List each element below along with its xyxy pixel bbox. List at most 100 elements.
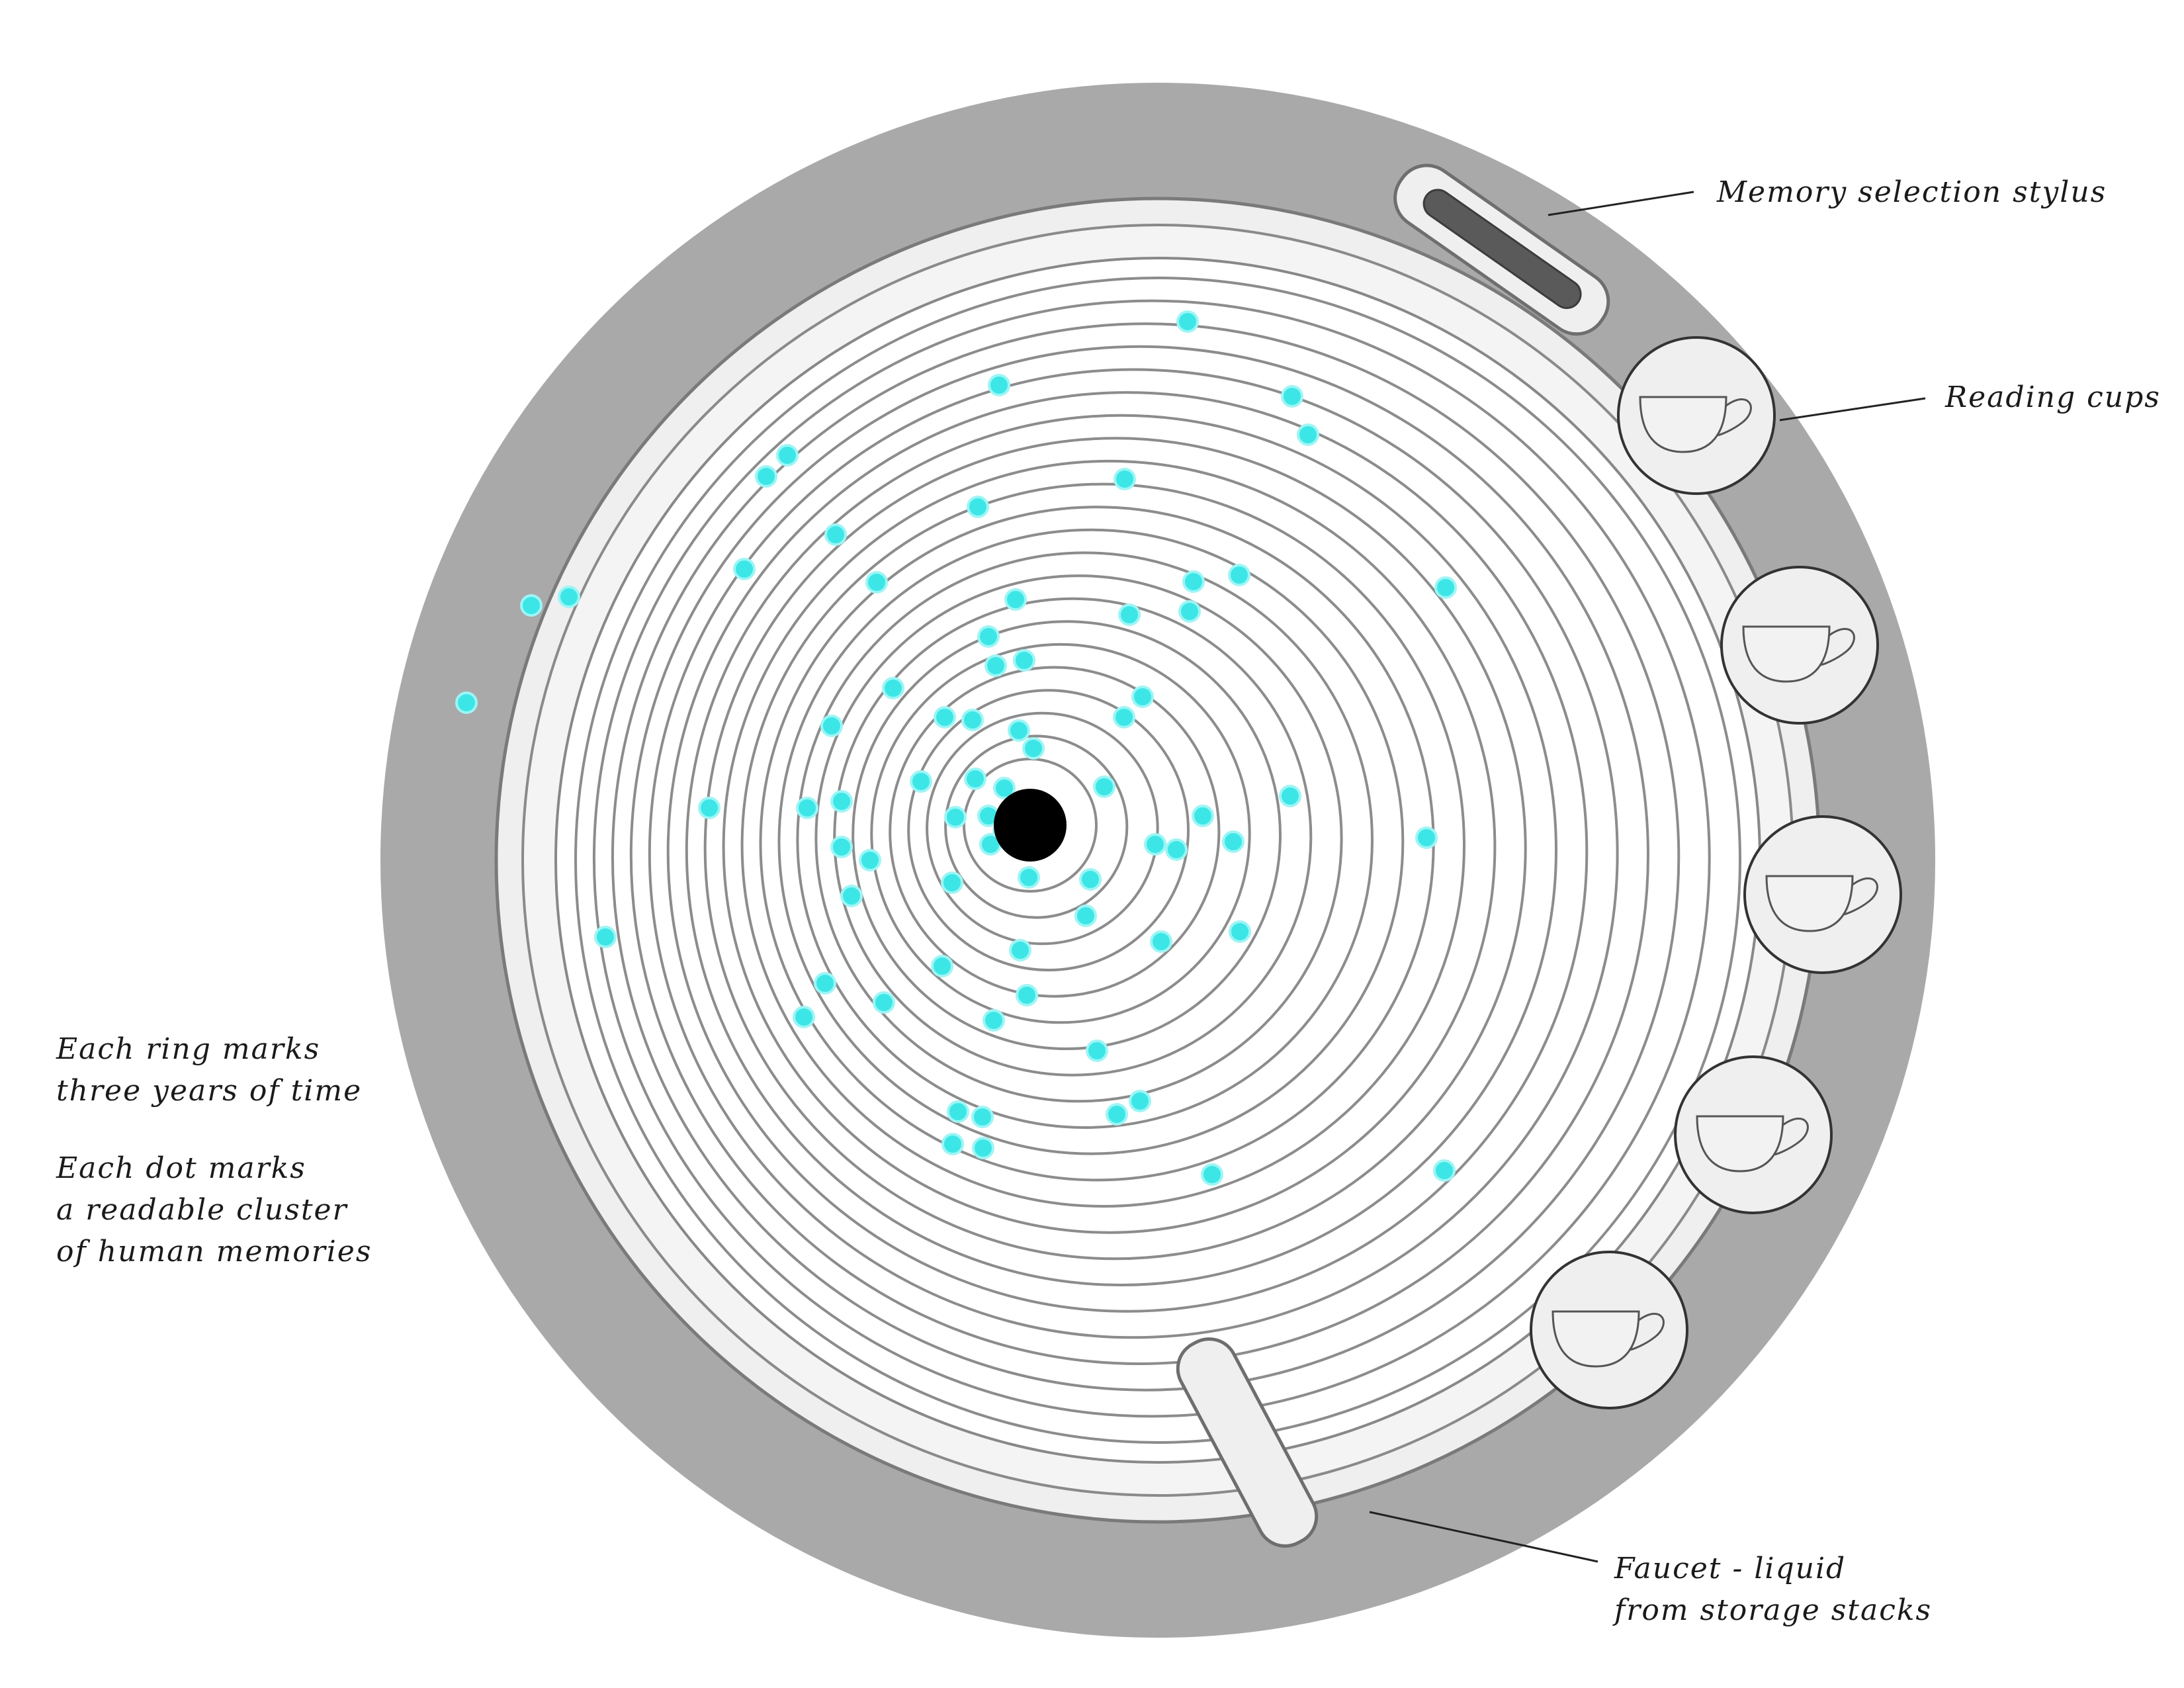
memory-dot[interactable] bbox=[882, 677, 904, 699]
reading-cup[interactable] bbox=[1674, 1055, 1833, 1214]
memory-dot[interactable] bbox=[1074, 905, 1097, 927]
memory-dot[interactable] bbox=[1228, 564, 1250, 586]
memory-dot[interactable] bbox=[1118, 603, 1141, 626]
memory-dot[interactable] bbox=[988, 374, 1010, 396]
memory-dot[interactable] bbox=[859, 849, 881, 871]
time-ring bbox=[889, 666, 1221, 998]
memory-dot[interactable] bbox=[840, 885, 863, 907]
memory-dot[interactable] bbox=[1178, 600, 1201, 623]
memory-dot[interactable] bbox=[977, 625, 1000, 648]
memory-dot[interactable] bbox=[1086, 1040, 1108, 1062]
memory-dot[interactable] bbox=[941, 871, 963, 894]
memory-dot[interactable] bbox=[814, 972, 836, 995]
memory-selection-stylus[interactable] bbox=[1383, 154, 1620, 345]
memory-dot[interactable] bbox=[944, 806, 967, 828]
time-ring bbox=[907, 689, 1190, 971]
memory-dot[interactable] bbox=[964, 768, 986, 790]
time-ring bbox=[740, 482, 1466, 1208]
teacup-handle-icon bbox=[1716, 398, 1752, 437]
memory-dot[interactable] bbox=[1415, 826, 1438, 849]
memory-dot[interactable] bbox=[947, 1100, 969, 1123]
memory-dot[interactable] bbox=[1144, 833, 1166, 856]
time-ring bbox=[685, 414, 1557, 1286]
memory-dot[interactable] bbox=[796, 797, 818, 819]
teacup-icon bbox=[1742, 625, 1831, 683]
memory-dot[interactable] bbox=[698, 797, 721, 819]
memory-dot[interactable] bbox=[1079, 868, 1102, 891]
memory-dot[interactable] bbox=[961, 709, 984, 731]
stylus-label: Memory selection stylus bbox=[1716, 175, 2107, 209]
time-ring bbox=[611, 322, 1681, 1392]
memory-dot[interactable] bbox=[1434, 576, 1457, 599]
memory-dot[interactable] bbox=[793, 1006, 815, 1028]
memory-dot[interactable] bbox=[934, 706, 956, 729]
memory-dot[interactable] bbox=[1114, 468, 1136, 490]
memory-dot[interactable] bbox=[941, 1133, 964, 1155]
memory-dot[interactable] bbox=[1222, 830, 1245, 853]
time-ring bbox=[666, 391, 1589, 1313]
memory-dot[interactable] bbox=[1281, 385, 1303, 408]
teacup-icon bbox=[1639, 396, 1727, 453]
reading-cup[interactable] bbox=[1720, 566, 1879, 725]
memory-dots[interactable] bbox=[455, 310, 1457, 1186]
memory-dot[interactable] bbox=[455, 691, 478, 714]
cups-leader-line bbox=[1779, 397, 1926, 422]
memory-dot[interactable] bbox=[865, 571, 888, 594]
memory-dot[interactable] bbox=[1182, 570, 1205, 593]
memory-dot[interactable] bbox=[1192, 805, 1214, 827]
memory-dot[interactable] bbox=[972, 1137, 994, 1159]
memory-dot[interactable] bbox=[1013, 649, 1035, 672]
memory-dot[interactable] bbox=[830, 836, 853, 858]
cups-label: Reading cups bbox=[1944, 380, 2161, 414]
memory-dot[interactable] bbox=[1022, 737, 1045, 760]
memory-dot[interactable] bbox=[755, 465, 777, 488]
teacup-handle-icon bbox=[1842, 877, 1878, 916]
memory-dot[interactable] bbox=[1433, 1159, 1456, 1182]
memory-dot[interactable] bbox=[1009, 939, 1031, 961]
time-ring bbox=[944, 734, 1129, 919]
memory-dot[interactable] bbox=[830, 790, 853, 813]
memory-dot[interactable] bbox=[1176, 310, 1199, 333]
memory-dot[interactable] bbox=[776, 444, 799, 466]
reading-cup[interactable] bbox=[1530, 1251, 1688, 1409]
memory-dot[interactable] bbox=[1008, 719, 1030, 742]
memory-dot[interactable] bbox=[1113, 706, 1135, 729]
reading-cup[interactable] bbox=[1743, 815, 1902, 974]
memory-dot[interactable] bbox=[1201, 1163, 1223, 1186]
teacup-handle-icon bbox=[1772, 1118, 1809, 1156]
memory-dot[interactable] bbox=[910, 770, 932, 793]
memory-dot[interactable] bbox=[1018, 866, 1040, 889]
memory-dot[interactable] bbox=[594, 926, 617, 948]
memory-dot[interactable] bbox=[824, 523, 847, 546]
memory-dot[interactable] bbox=[1093, 776, 1115, 798]
memory-dot[interactable] bbox=[971, 1106, 994, 1128]
memory-dot[interactable] bbox=[983, 1009, 1005, 1032]
memory-dot[interactable] bbox=[520, 594, 543, 617]
memory-dot[interactable] bbox=[1150, 930, 1172, 953]
memory-dot[interactable] bbox=[1131, 686, 1154, 708]
memory-dot[interactable] bbox=[1106, 1103, 1128, 1126]
memory-dot[interactable] bbox=[873, 991, 895, 1014]
memory-dot[interactable] bbox=[558, 586, 580, 608]
reading-cups[interactable] bbox=[1530, 336, 1902, 1409]
faucet[interactable] bbox=[1168, 1329, 1326, 1556]
time-ring bbox=[722, 459, 1497, 1234]
time-ring bbox=[870, 643, 1251, 1024]
memory-dot[interactable] bbox=[984, 654, 1007, 677]
memory-dot[interactable] bbox=[931, 955, 953, 977]
memory-dot[interactable] bbox=[1004, 588, 1027, 611]
stylus-slot bbox=[1422, 189, 1582, 309]
memory-dot[interactable] bbox=[967, 496, 989, 518]
memory-dot[interactable] bbox=[1165, 838, 1188, 861]
memory-dot[interactable] bbox=[733, 558, 756, 580]
reading-cup[interactable] bbox=[1617, 336, 1776, 495]
faucet-label-line1: Faucet - liquid bbox=[1614, 1552, 1846, 1585]
memory-dot[interactable] bbox=[820, 715, 843, 737]
memory-dot[interactable] bbox=[1229, 920, 1251, 943]
memory-dot[interactable] bbox=[1279, 785, 1301, 807]
memory-dot[interactable] bbox=[1016, 984, 1038, 1006]
memory-dot[interactable] bbox=[993, 777, 1016, 799]
memory-dot[interactable] bbox=[1297, 423, 1319, 446]
memory-dot[interactable] bbox=[1129, 1090, 1151, 1112]
